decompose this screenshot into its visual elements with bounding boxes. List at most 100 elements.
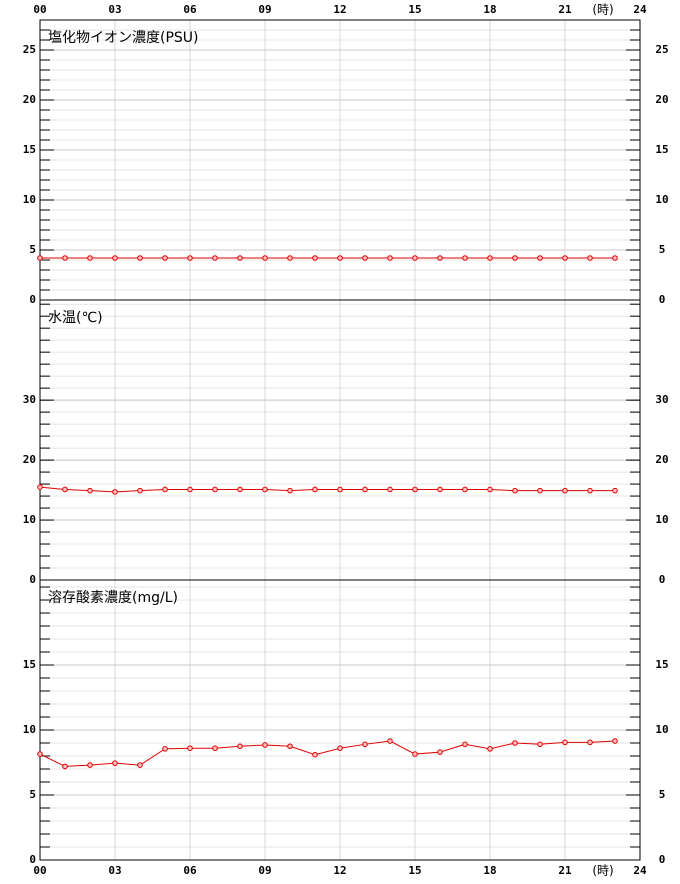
- data-point: [412, 751, 418, 757]
- data-point: [437, 486, 443, 493]
- y-tick-label-right: 0: [659, 293, 666, 306]
- y-tick-label: 25: [23, 43, 36, 56]
- y-tick-label-right: 10: [655, 513, 668, 526]
- x-axis-unit: (時): [592, 3, 613, 17]
- data-point: [362, 255, 368, 261]
- data-point: [237, 255, 243, 261]
- data-point: [312, 486, 318, 493]
- x-tick-label: 18: [483, 3, 496, 16]
- data-point: [512, 255, 518, 261]
- x-tick-label: 21: [558, 864, 572, 877]
- data-point: [137, 255, 143, 261]
- data-point: [112, 255, 118, 261]
- y-tick-label-right: 15: [655, 658, 668, 671]
- data-point: [187, 255, 193, 261]
- data-point: [562, 255, 568, 261]
- y-tick-label: 5: [29, 788, 36, 801]
- data-point: [512, 740, 518, 746]
- data-point: [262, 486, 268, 493]
- x-tick-label: 18: [483, 864, 496, 877]
- data-point: [137, 762, 143, 768]
- data-point: [287, 255, 293, 261]
- data-point: [512, 487, 518, 494]
- y-tick-label-right: 5: [659, 788, 666, 801]
- data-point: [262, 255, 268, 261]
- x-tick-label: 06: [183, 864, 197, 877]
- data-point: [312, 255, 318, 261]
- data-point: [187, 745, 193, 752]
- x-tick-label: 03: [108, 3, 121, 16]
- data-point: [312, 751, 318, 758]
- y-tick-label: 30: [23, 393, 36, 406]
- data-point: [387, 255, 393, 261]
- x-tick-label: 09: [258, 864, 271, 877]
- data-point: [587, 487, 593, 494]
- data-point: [337, 255, 343, 261]
- data-point: [37, 484, 43, 490]
- data-point: [612, 738, 618, 744]
- x-tick-label: 00: [33, 3, 46, 16]
- y-tick-label: 20: [23, 453, 36, 466]
- data-point: [412, 255, 418, 261]
- y-tick-label: 15: [23, 658, 36, 671]
- y-tick-label: 0: [29, 853, 36, 866]
- data-point: [112, 760, 118, 766]
- y-tick-label-right: 0: [659, 853, 666, 866]
- data-point: [162, 255, 168, 261]
- data-point: [562, 739, 568, 746]
- y-tick-label: 5: [29, 243, 36, 256]
- panel-frame: [39, 579, 641, 861]
- data-point: [387, 738, 393, 744]
- data-point: [162, 486, 168, 493]
- data-point: [212, 486, 218, 493]
- y-tick-label-right: 20: [655, 453, 668, 466]
- data-point: [337, 745, 343, 752]
- panel-title: 塩化物イオン濃度(PSU): [48, 30, 199, 46]
- data-point: [362, 741, 368, 748]
- data-point: [612, 255, 618, 261]
- data-point: [587, 739, 593, 746]
- data-point: [87, 255, 93, 261]
- data-point: [562, 487, 568, 494]
- x-tick-label: 12: [333, 864, 346, 877]
- x-tick-label: 24: [633, 3, 647, 16]
- data-point: [287, 487, 293, 494]
- x-tick-label: 06: [183, 3, 197, 16]
- y-tick-label-right: 5: [659, 243, 666, 256]
- data-point: [537, 255, 543, 261]
- data-point: [237, 743, 243, 750]
- data-point: [462, 741, 468, 748]
- y-tick-label: 0: [29, 573, 36, 586]
- data-point: [462, 486, 468, 493]
- y-tick-label-right: 30: [655, 393, 668, 406]
- data-point: [462, 255, 468, 261]
- data-point: [137, 487, 143, 494]
- data-point: [487, 486, 493, 493]
- data-point: [37, 255, 43, 261]
- data-point: [612, 487, 618, 494]
- y-tick-label-right: 20: [655, 93, 668, 106]
- data-point: [37, 751, 43, 757]
- x-tick-label: 15: [408, 864, 421, 877]
- x-tick-label: 24: [633, 864, 647, 877]
- y-tick-label: 10: [23, 513, 36, 526]
- data-point: [437, 255, 443, 261]
- y-tick-label-right: 15: [655, 143, 668, 156]
- data-point: [212, 745, 218, 752]
- data-point: [362, 486, 368, 493]
- x-tick-label: 12: [333, 3, 346, 16]
- y-tick-label-right: 25: [655, 43, 668, 56]
- data-point: [337, 486, 343, 493]
- data-point: [262, 742, 268, 748]
- data-point: [112, 489, 118, 495]
- data-point: [187, 486, 193, 493]
- data-point: [537, 741, 543, 748]
- y-tick-label: 15: [23, 143, 36, 156]
- y-tick-label: 10: [23, 193, 36, 206]
- x-tick-label: 03: [108, 864, 121, 877]
- series-line: [39, 486, 615, 493]
- data-point: [537, 487, 543, 494]
- y-tick-label-right: 10: [655, 723, 668, 736]
- data-point: [212, 255, 218, 261]
